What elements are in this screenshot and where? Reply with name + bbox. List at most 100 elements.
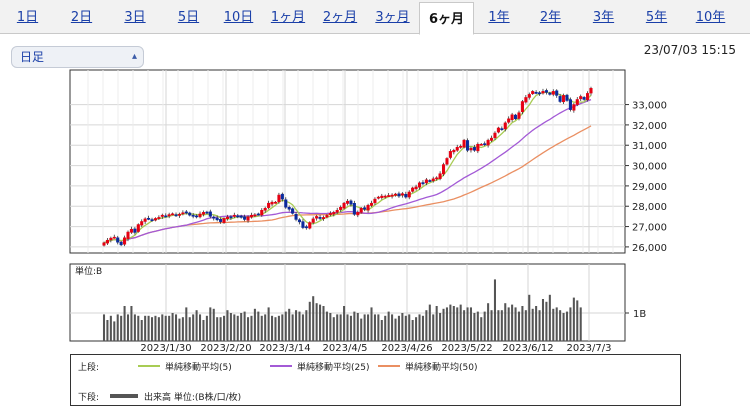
volume-bar [439,313,442,341]
candle [586,93,590,101]
candle [568,99,572,110]
tab-7[interactable]: 2ヶ月 [322,10,358,25]
candle [212,216,216,219]
volume-tick-label: 1B [633,309,646,320]
volume-bar [432,314,435,341]
volume-bar [504,303,507,341]
candle [332,212,336,215]
candle [490,137,494,141]
candle [147,217,151,220]
candle [472,147,476,151]
candle [424,179,428,184]
candle [270,201,274,205]
candle [493,132,497,139]
volume-bar [229,313,232,341]
candle [109,237,113,241]
volume-bar [209,307,212,341]
candle [383,195,387,198]
volume-unit-label: 単位:B [75,265,102,277]
candle [421,182,425,185]
candle [239,215,243,218]
candle [380,195,384,198]
candle [291,208,295,214]
timestamp: 23/07/03 15:15 [643,43,736,57]
tab-6[interactable]: 1ヶ月 [270,10,306,25]
volume-bar [188,317,191,341]
tab-12[interactable]: 3年 [592,10,615,25]
x-tick-label: 2023/4/5 [323,343,368,354]
volume-bar [102,314,106,341]
candle [315,216,319,219]
volume-bar [521,306,524,341]
volume-bar [226,310,229,341]
volume-bar [260,315,263,341]
volume-bar [373,314,376,341]
volume-bar [168,315,171,341]
x-tick-label: 2023/4/26 [381,343,432,354]
candle [555,90,559,96]
tab-3[interactable]: 3日 [124,10,146,25]
volume-bar [569,307,572,341]
candle [345,200,350,204]
volume-bar [418,314,421,341]
candle [215,217,219,221]
candle [236,215,240,218]
legend-volume: 出来高 単位:(B株/口/枚) [110,389,241,403]
candle [198,213,202,218]
volume-bar [545,301,548,341]
candle [328,213,332,215]
candle [181,212,185,215]
candle [452,150,456,153]
candle [174,214,178,217]
candle-period-select[interactable]: 日足 ▴ [11,46,144,68]
candle [469,148,473,151]
candle [531,91,535,95]
candle [229,216,233,219]
volume-bar [150,317,154,341]
volume-bar [181,317,184,341]
x-tick-label: 2023/3/14 [259,343,310,354]
candle [249,214,254,218]
volume-bar [500,310,503,341]
volume-bar [130,306,133,341]
volume-bar [349,315,352,341]
tab-4[interactable]: 5日 [177,10,200,25]
tab-5[interactable]: 10日 [223,10,254,25]
volume-bar [157,317,160,341]
candle [225,216,230,219]
x-tick-label: 2023/7/3 [567,343,612,354]
price-tick-label: 33,000 [632,101,667,112]
candle [562,95,566,103]
candle [390,194,394,197]
volume-bar [271,315,274,341]
tab-9[interactable]: 6ヶ月 [419,2,474,35]
candle [222,218,226,223]
candle [253,214,257,217]
candle [260,210,264,216]
volume-bar [487,303,490,341]
volume-bar [421,315,424,341]
candle [517,112,521,119]
volume-bar [336,314,339,341]
volume-bar [535,306,538,341]
volume-bar [120,315,123,341]
x-tick-label: 2023/2/20 [200,343,251,354]
volume-bar [274,317,277,341]
tab-11[interactable]: 2年 [539,10,562,25]
tab-8[interactable]: 3ヶ月 [375,10,410,25]
candle [373,198,377,204]
volume-bar [555,307,558,341]
tab-14[interactable]: 10年 [695,10,726,25]
candle [510,114,514,120]
tab-2[interactable]: 2日 [70,10,93,25]
candle [428,180,432,182]
volume-bar [161,314,164,341]
ma25-swatch [270,365,292,367]
tab-1[interactable]: 1日 [16,10,39,25]
tab-10[interactable]: 1年 [488,10,510,25]
volume-bar [445,307,448,341]
tab-13[interactable]: 5年 [645,10,668,25]
volume-bar [517,311,521,341]
candle [558,96,562,102]
